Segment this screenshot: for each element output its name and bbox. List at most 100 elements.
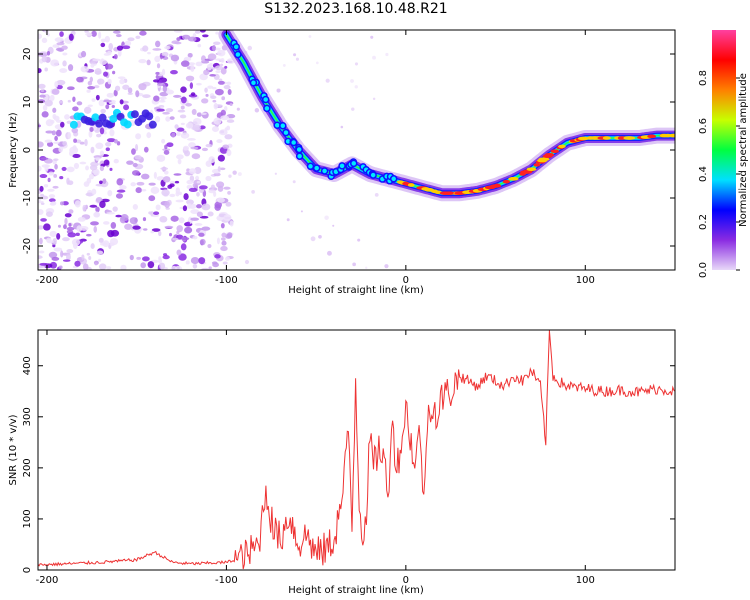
noise-speckle <box>220 109 226 117</box>
noise-speckle <box>43 184 49 188</box>
ridge-blob <box>350 159 358 168</box>
noise-speckle <box>143 146 149 153</box>
noise-speckle <box>38 33 43 40</box>
snr-x-tick-label: -200 <box>36 575 59 586</box>
noise-speckle <box>200 112 207 115</box>
noise-speckle <box>95 142 104 150</box>
noise-speckle <box>161 189 170 197</box>
noise-speckle <box>60 250 64 258</box>
noise-speckle <box>113 139 118 144</box>
noise-speckle <box>176 37 181 41</box>
noise-speckle <box>68 223 72 227</box>
snr-x-ticks: -200 -100 0 100 <box>36 330 595 586</box>
noise-speckle <box>135 143 139 152</box>
noise-speckle <box>58 146 64 153</box>
ridge-blob <box>282 128 290 137</box>
snr-panel: -200 -100 0 100 0 100 200 300 400 Height of str… <box>8 329 676 596</box>
noise-speckle <box>106 138 116 143</box>
noise-speckle <box>187 203 192 209</box>
noise-speckle <box>187 36 197 42</box>
noise-speckle <box>202 34 209 38</box>
noise-speckle <box>374 192 379 197</box>
noise-speckle <box>72 153 81 158</box>
noise-speckle <box>51 256 60 261</box>
noise-speckle <box>244 259 250 265</box>
noise-speckle <box>152 48 162 51</box>
noise-speckle <box>223 186 231 190</box>
noise-speckle <box>95 206 100 213</box>
snr-x-tick-label: 100 <box>576 575 595 586</box>
noise-speckle <box>224 65 228 69</box>
noise-speckle <box>221 240 227 246</box>
noise-speckle <box>109 238 119 246</box>
noise-speckle <box>196 211 203 218</box>
noise-speckle <box>55 119 62 123</box>
noise-speckle <box>96 250 104 255</box>
noise-feature <box>109 114 118 123</box>
noise-speckle <box>39 262 49 266</box>
noise-speckle <box>300 210 303 213</box>
noise-speckle <box>188 187 198 192</box>
noise-speckle <box>192 263 198 269</box>
noise-speckle <box>38 124 41 128</box>
noise-speckle <box>205 143 213 148</box>
noise-speckle <box>53 174 58 178</box>
noise-speckle <box>247 45 253 51</box>
noise-speckle <box>98 99 105 107</box>
noise-speckle <box>90 63 95 68</box>
ridge-blob <box>312 164 321 172</box>
noise-speckle <box>88 256 92 260</box>
noise-speckle <box>220 67 227 75</box>
noise-speckle <box>274 172 277 175</box>
noise-speckle <box>153 211 160 216</box>
noise-speckle <box>180 243 187 251</box>
noise-speckle <box>88 173 94 180</box>
noise-speckle <box>96 133 102 138</box>
noise-speckle <box>52 185 59 189</box>
noise-speckle <box>161 68 166 76</box>
spectrogram-x-tick-label: 100 <box>576 275 595 286</box>
noise-speckle <box>71 238 81 246</box>
ridge-hotspot <box>625 136 636 140</box>
noise-speckle <box>163 253 168 256</box>
noise-speckle <box>135 35 141 40</box>
noise-speckle <box>52 238 57 244</box>
noise-speckle <box>174 180 180 184</box>
noise-speckle <box>196 191 200 197</box>
noise-speckle <box>57 224 62 228</box>
noise-speckle <box>71 127 79 134</box>
noise-speckle <box>116 189 126 193</box>
noise-speckle <box>221 232 227 238</box>
noise-speckle <box>44 139 53 143</box>
spectrogram-y-tick-label: -20 <box>22 238 33 254</box>
noise-speckle <box>214 58 223 61</box>
noise-speckle <box>196 82 202 86</box>
noise-speckle <box>67 132 72 140</box>
noise-speckle <box>99 180 103 185</box>
noise-speckle <box>324 215 329 220</box>
spectrogram-x-ticks: -200 -100 0 100 <box>36 30 595 286</box>
colorbar-ticks: 0.0 0.2 0.4 0.6 0.8 <box>698 70 740 278</box>
noise-speckle <box>131 170 140 176</box>
noise-speckle <box>109 167 113 171</box>
noise-speckle <box>40 202 45 205</box>
noise-speckle <box>42 104 48 111</box>
noise-speckle <box>176 127 185 132</box>
noise-speckle <box>90 61 96 65</box>
noise-speckle <box>140 173 150 180</box>
noise-speckle <box>357 238 361 242</box>
noise-speckle <box>86 252 90 256</box>
noise-speckle <box>211 261 218 265</box>
noise-speckle <box>178 253 187 261</box>
noise-speckle <box>46 141 54 147</box>
spectrogram-x-tick-label: -200 <box>36 275 59 286</box>
noise-speckle <box>88 130 93 138</box>
noise-speckle <box>173 30 183 33</box>
noise-speckle <box>351 107 355 111</box>
noise-speckle <box>276 88 281 93</box>
noise-speckle <box>198 257 206 265</box>
ridge-blob <box>279 121 287 130</box>
noise-speckle <box>182 145 190 151</box>
noise-speckle <box>158 230 162 237</box>
noise-speckle <box>219 63 224 67</box>
